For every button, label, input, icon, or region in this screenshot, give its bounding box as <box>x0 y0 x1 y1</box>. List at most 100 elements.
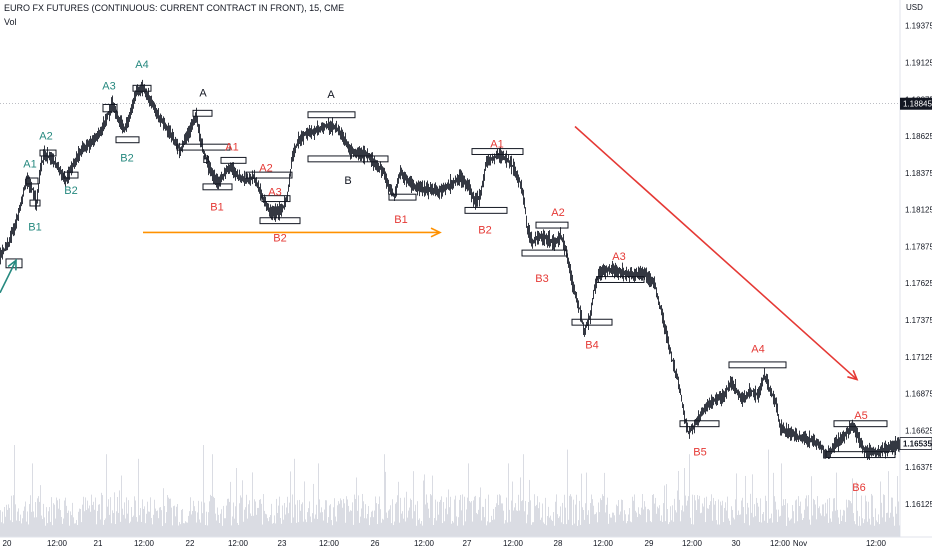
volume-bar <box>614 515 615 537</box>
volume-bar <box>779 516 780 537</box>
volume-bar <box>257 507 258 537</box>
volume-bar <box>313 483 314 537</box>
volume-bar <box>601 500 602 537</box>
volume-bar <box>488 494 489 537</box>
volume-bar <box>24 506 25 537</box>
trend-arrows <box>0 125 859 381</box>
volume-bar <box>77 525 78 537</box>
volume-bar <box>371 511 372 537</box>
volume-bar <box>19 521 20 537</box>
volume-bar <box>777 521 778 537</box>
volume-bar <box>873 516 874 537</box>
volume-bar <box>235 506 236 537</box>
volume-bar <box>898 501 899 537</box>
volume-bar <box>280 517 281 537</box>
volume-bar <box>485 498 486 537</box>
volume-bar <box>239 503 240 537</box>
volume-bar <box>756 497 757 537</box>
volume-bar <box>789 520 790 537</box>
volume-bar <box>384 454 385 537</box>
volume-bar <box>891 497 892 537</box>
volume-bar <box>414 511 415 537</box>
volume-bar <box>124 502 125 537</box>
volume-bar <box>822 504 823 537</box>
volume-bar <box>603 496 604 537</box>
volume-bar <box>212 454 213 537</box>
volume-bar <box>546 525 547 537</box>
volume-bar <box>410 498 411 537</box>
volume-bar <box>75 523 76 537</box>
volume-bar <box>330 504 331 537</box>
volume-bar <box>555 501 556 537</box>
volume-bar <box>143 508 144 537</box>
volume-bar <box>880 481 881 537</box>
volume-bar <box>357 510 358 537</box>
volume-bar <box>442 523 443 537</box>
volume-bar <box>207 525 208 537</box>
volume-bar <box>459 499 460 537</box>
volume-bar <box>565 507 566 537</box>
volume-bar <box>815 504 816 537</box>
volume-bar <box>247 518 248 537</box>
volume-bar <box>350 510 351 537</box>
volume-bar <box>551 519 552 537</box>
annotation-box <box>825 451 896 459</box>
annotation-box <box>220 156 247 164</box>
volume-bar <box>683 511 684 537</box>
volume-bar <box>899 525 900 537</box>
volume-bar <box>161 510 162 537</box>
volume-bar <box>691 524 692 537</box>
volume-bar <box>477 514 478 537</box>
volume-bar <box>665 521 666 537</box>
x-tick-label: 20 <box>3 539 12 548</box>
volume-bar <box>27 511 28 537</box>
annotation-box <box>679 420 720 428</box>
volume-bar <box>724 507 725 537</box>
volume-bar <box>174 505 175 537</box>
volume-bar <box>319 499 320 537</box>
volume-bar <box>252 472 253 537</box>
volume-bar <box>14 445 15 537</box>
volume-bar <box>694 495 695 537</box>
volume-bar <box>348 505 349 537</box>
volume-bar <box>731 506 732 537</box>
volume-bar <box>198 500 199 537</box>
volume-bar <box>389 509 390 537</box>
volume-bar <box>300 510 301 537</box>
volume-bar <box>462 494 463 537</box>
volume-bar <box>206 511 207 537</box>
annotation-box <box>571 318 613 326</box>
volume-bar <box>130 521 131 537</box>
volume-bar <box>599 512 600 537</box>
volume-bar <box>179 522 180 537</box>
wave-label: B2 <box>120 152 133 164</box>
volume-bar <box>322 512 323 537</box>
volume-bar <box>403 518 404 537</box>
volume-bar <box>242 480 243 537</box>
volume-bar <box>427 502 428 537</box>
volume-bar <box>588 510 589 537</box>
volume-bar <box>281 523 282 537</box>
volume-bar <box>343 498 344 537</box>
x-tick-label: 12:00 <box>414 539 435 548</box>
volume-bars <box>0 445 900 537</box>
volume-bar <box>245 507 246 537</box>
x-tick-label: 12:00 <box>228 539 249 548</box>
volume-bar <box>525 500 526 537</box>
volume-bar <box>511 500 512 537</box>
volume-bar <box>662 521 663 537</box>
volume-bar <box>548 506 549 537</box>
volume-bar <box>629 508 630 537</box>
volume-bar <box>825 502 826 537</box>
volume-bar <box>497 494 498 537</box>
volume-bar <box>301 504 302 537</box>
volume-bar <box>529 479 530 537</box>
x-tick-label: 12:00 <box>503 539 524 548</box>
volume-bar <box>286 507 287 537</box>
volume-bar <box>82 504 83 537</box>
volume-bar <box>591 494 592 537</box>
volume-bar <box>165 523 166 537</box>
volume-bar <box>812 515 813 537</box>
volume-bar <box>612 512 613 537</box>
